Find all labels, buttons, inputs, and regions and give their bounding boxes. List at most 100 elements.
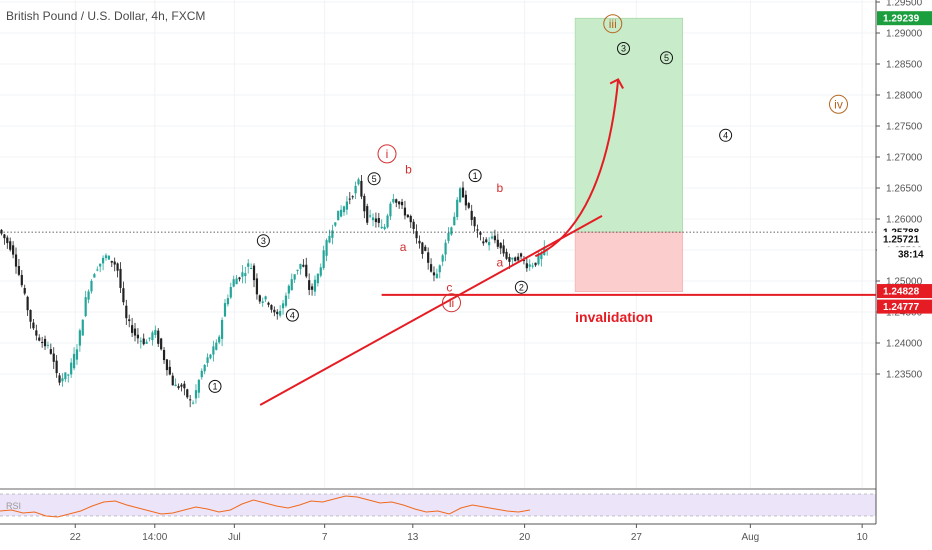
time-tick-label: 22 xyxy=(70,532,82,543)
candle-body xyxy=(540,253,543,260)
profit-zone xyxy=(574,17,683,233)
candle-body xyxy=(418,240,421,244)
candle-body xyxy=(261,301,264,303)
candle-body xyxy=(165,359,169,371)
candle-body xyxy=(96,269,99,271)
candle-body xyxy=(17,266,21,275)
candle-body xyxy=(313,279,317,292)
wave-label-circle xyxy=(367,172,381,186)
candle-body xyxy=(528,264,531,267)
candle-body xyxy=(212,346,215,355)
rsi-band xyxy=(0,494,876,516)
candle-body xyxy=(104,255,108,259)
candle-body xyxy=(131,325,134,333)
candle-body xyxy=(427,252,430,263)
candle-body xyxy=(415,231,418,239)
candle-body xyxy=(220,319,224,339)
candle-body xyxy=(339,209,343,217)
candle-body xyxy=(252,265,256,281)
candle-body xyxy=(392,199,395,203)
candle-body xyxy=(299,263,302,269)
wave-label: a xyxy=(400,240,407,254)
candle-body xyxy=(171,375,174,386)
price-axis[interactable]: 1.29500 1.29000 1.28500 1.28000 1.27500 1.270… xyxy=(875,0,923,524)
candle-body xyxy=(496,239,499,247)
risk-reward-zones[interactable] xyxy=(574,17,683,292)
candle-body xyxy=(250,268,253,270)
rsi-label: RSI xyxy=(6,501,21,511)
candle-body xyxy=(46,344,50,346)
wave-label-circle xyxy=(208,379,222,393)
candle-body xyxy=(470,210,473,220)
candle-body xyxy=(537,255,540,265)
candle-body xyxy=(438,265,441,273)
candle-body xyxy=(218,336,221,343)
candle-body xyxy=(270,305,273,310)
candle-body xyxy=(424,246,427,251)
candle-body xyxy=(38,337,41,341)
candle-body xyxy=(435,273,438,279)
drawn-lines[interactable]: invalidation xyxy=(0,78,876,406)
candle-body xyxy=(122,288,125,303)
candle-body xyxy=(90,280,93,292)
candle-body xyxy=(58,375,61,383)
candle-body xyxy=(3,234,6,239)
candle-body xyxy=(139,340,142,342)
candle-body xyxy=(191,402,195,404)
candle-body xyxy=(514,257,517,262)
time-tick-label: 27 xyxy=(631,532,643,543)
candle-body xyxy=(412,221,415,229)
candle-body xyxy=(87,291,90,300)
loss-zone xyxy=(574,231,683,292)
candle-body xyxy=(235,278,238,285)
candle-body xyxy=(78,330,81,346)
candle-body xyxy=(403,207,407,216)
entry-price-badge-bg xyxy=(877,232,932,247)
candle-body xyxy=(348,198,351,200)
candle-body xyxy=(14,254,18,267)
time-axis[interactable]: 22 14:00 Jul 7 13 20 27 Aug 10 xyxy=(70,524,868,543)
candle-body xyxy=(29,310,32,322)
time-tick-label: 10 xyxy=(857,532,869,543)
candle-body xyxy=(93,274,96,278)
candle-body xyxy=(458,188,462,202)
candle-body xyxy=(467,203,470,208)
candle-body xyxy=(258,295,261,302)
candle-body xyxy=(380,226,383,229)
candle-body xyxy=(334,222,337,226)
time-tick-label: 14:00 xyxy=(142,532,167,543)
candle-body xyxy=(244,273,247,277)
candle-body xyxy=(223,303,227,317)
candle-body xyxy=(55,360,58,374)
candle-body xyxy=(479,232,482,235)
candle-body xyxy=(99,263,102,267)
candle-body xyxy=(133,328,137,336)
wave-label-circle xyxy=(442,293,461,313)
candle-body xyxy=(35,330,38,336)
price-tick-label: 1.26500 xyxy=(886,184,923,195)
candle-body xyxy=(337,210,340,221)
candle-body xyxy=(145,341,148,344)
candle-body xyxy=(485,239,488,243)
candle-body xyxy=(302,264,305,267)
invalidation-label: invalidation xyxy=(575,309,653,325)
candle-body xyxy=(398,201,401,205)
wave-label-circle xyxy=(256,234,270,248)
wave-label: 4 xyxy=(723,130,728,140)
candle-body xyxy=(194,390,198,399)
price-tick-label: 1.25000 xyxy=(886,277,923,288)
wave-label: 5 xyxy=(664,53,669,63)
wave-label: 5 xyxy=(372,174,377,184)
candle-body xyxy=(395,199,398,203)
wave-label: iii xyxy=(609,17,617,31)
candle-body xyxy=(351,196,354,198)
candle-body xyxy=(482,241,485,244)
candle-body xyxy=(113,261,116,265)
time-tick-label: 13 xyxy=(407,532,419,543)
stop-price-badge-bg xyxy=(877,284,932,299)
wave-label-circle xyxy=(617,42,630,55)
candle-body xyxy=(241,272,244,277)
candle-body xyxy=(226,298,229,305)
candle-body xyxy=(215,342,218,350)
